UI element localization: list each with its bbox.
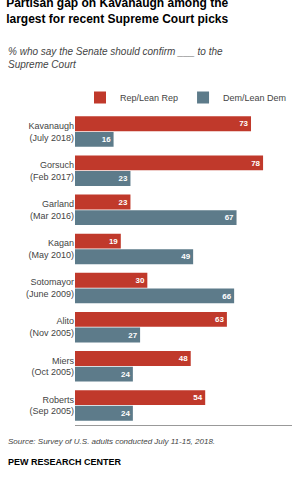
svg-text:Alito(Nov 2005): Alito(Nov 2005): [29, 316, 74, 338]
svg-text:23: 23: [119, 174, 128, 183]
svg-text:54: 54: [193, 393, 202, 402]
svg-text:27: 27: [128, 331, 137, 340]
svg-text:Source: Survey of U.S. adults: Source: Survey of U.S. adults conducted …: [8, 437, 215, 446]
svg-text:Roberts(Sep 2005): Roberts(Sep 2005): [29, 395, 74, 417]
svg-text:63: 63: [215, 315, 224, 324]
svg-text:66: 66: [222, 292, 231, 301]
svg-text:Miers(Oct 2005): Miers(Oct 2005): [31, 356, 74, 378]
svg-text:23: 23: [119, 198, 128, 207]
svg-text:16: 16: [102, 135, 111, 144]
svg-text:67: 67: [225, 213, 234, 222]
svg-text:24: 24: [121, 370, 130, 379]
svg-text:73: 73: [239, 119, 248, 128]
svg-text:24: 24: [121, 409, 130, 418]
svg-text:Garland(Mar 2016): Garland(Mar 2016): [30, 199, 74, 221]
svg-text:48: 48: [179, 354, 188, 363]
svg-text:Gorsuch(Feb 2017): Gorsuch(Feb 2017): [30, 160, 74, 182]
svg-text:30: 30: [135, 276, 144, 285]
svg-text:Dem/Lean Dem: Dem/Lean Dem: [223, 93, 286, 103]
svg-text:78: 78: [251, 159, 260, 168]
svg-text:PEW RESEARCH CENTER: PEW RESEARCH CENTER: [8, 457, 122, 467]
svg-text:Rep/Lean Rep: Rep/Lean Rep: [120, 93, 178, 103]
svg-text:49: 49: [181, 252, 190, 261]
svg-text:% who say the Senate should co: % who say the Senate should confirm ___ …: [8, 46, 223, 70]
svg-text:19: 19: [109, 237, 118, 246]
svg-text:Partisan gap on Kavanaugh amon: Partisan gap on Kavanaugh among thelarge…: [6, 0, 228, 26]
svg-text:Kavanaugh(July 2018): Kavanaugh(July 2018): [28, 121, 74, 143]
svg-text:Kagan(May 2010): Kagan(May 2010): [28, 238, 74, 260]
svg-text:Sotomayor(June 2009): Sotomayor(June 2009): [26, 277, 74, 299]
